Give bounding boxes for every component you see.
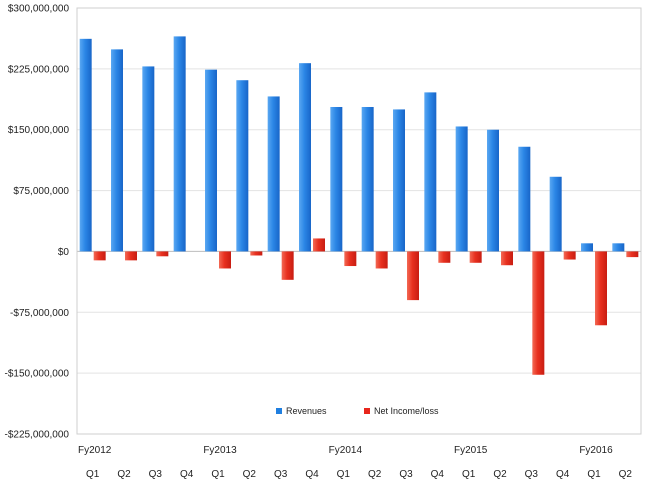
- net-income-bar: [125, 251, 137, 261]
- x-tick-label: Q1: [337, 469, 351, 480]
- revenue-bar: [205, 69, 217, 252]
- net-income-bar: [93, 251, 106, 261]
- y-tick-label: -$75,000,000: [10, 308, 69, 319]
- y-tick-label: $150,000,000: [8, 125, 70, 136]
- year-label: Fy2012: [78, 445, 112, 456]
- x-tick-label: Q3: [399, 469, 413, 480]
- y-tick-label: -$150,000,000: [4, 369, 69, 380]
- net-income-bar: [219, 251, 231, 269]
- revenue-bar: [330, 106, 343, 252]
- legend-revenues-label: Revenues: [286, 406, 327, 416]
- net-income-bar: [501, 251, 513, 266]
- net-income-bar: [281, 251, 294, 280]
- revenue-bar: [549, 176, 562, 252]
- legend: Revenues Net Income/loss: [276, 406, 439, 416]
- x-tick-label: Q2: [243, 469, 257, 480]
- net-income-bar: [156, 251, 169, 257]
- y-axis: $300,000,000 $225,000,000 $150,000,000 $75,…: [4, 4, 69, 441]
- x-tick-label: Q1: [462, 469, 476, 480]
- net-income-bar: [344, 251, 357, 267]
- x-tick-label: Q1: [587, 469, 601, 480]
- y-tick-label: $300,000,000: [8, 4, 70, 15]
- revenue-bar: [173, 36, 186, 252]
- x-tick-label: Q4: [556, 469, 570, 480]
- year-label: Fy2015: [454, 445, 488, 456]
- net-income-bar: [563, 251, 576, 260]
- x-axis: Q1 Q2 Q3 Q4 Q1 Q2 Q3 Q4 Q1 Q2 Q3 Q4 Q1 Q2 Q3 Q4 Q1 Q2 Fy20…: [78, 445, 632, 480]
- revenue-bar: [455, 126, 468, 252]
- revenue-bar: [518, 146, 531, 252]
- revenue-bar: [111, 49, 123, 252]
- revenue-bar: [79, 38, 92, 252]
- x-tick-label: Q4: [180, 469, 194, 480]
- x-tick-label: Q4: [431, 469, 445, 480]
- x-tick-label: Q2: [117, 469, 131, 480]
- x-tick-label: Q2: [493, 469, 507, 480]
- revenue-bar: [424, 92, 437, 252]
- plot-frame: [76, 7, 642, 435]
- net-income-bar: [313, 238, 325, 252]
- net-income-bar: [438, 251, 451, 263]
- x-tick-label: Q3: [525, 469, 539, 480]
- revenue-bar: [299, 63, 311, 252]
- y-tick-label: -$225,000,000: [4, 430, 69, 441]
- legend-net-income-swatch: [364, 408, 370, 414]
- y-tick-label: $225,000,000: [8, 64, 70, 75]
- net-income-bar: [407, 251, 419, 301]
- legend-revenues-swatch: [276, 408, 282, 414]
- x-tick-label: Q2: [368, 469, 382, 480]
- net-income-bar: [469, 251, 482, 263]
- revenue-bar: [361, 106, 374, 252]
- grid: [76, 7, 642, 435]
- revenue-bar: [393, 109, 405, 252]
- y-tick-label: $75,000,000: [13, 186, 69, 197]
- x-tick-label: Q2: [619, 469, 633, 480]
- x-tick-label: Q3: [274, 469, 288, 480]
- net-income-bar: [250, 251, 263, 256]
- year-label: Fy2013: [203, 445, 237, 456]
- y-tick-label: $0: [58, 247, 70, 258]
- net-income-bar: [595, 251, 607, 326]
- x-tick-label: Q3: [149, 469, 163, 480]
- net-income-bar: [626, 251, 639, 258]
- x-tick-label: Q4: [305, 469, 319, 480]
- net-income-bar: [375, 251, 388, 269]
- net-income-bar: [532, 251, 545, 375]
- x-tick-label: Q1: [86, 469, 100, 480]
- revenue-bar: [142, 66, 155, 252]
- bars: [79, 36, 639, 375]
- revenue-bar: [236, 80, 249, 252]
- legend-net-income-label: Net Income/loss: [374, 406, 439, 416]
- revenue-bar: [267, 96, 280, 252]
- revenue-bar: [581, 243, 593, 252]
- revenue-bar: [487, 129, 499, 252]
- year-label: Fy2014: [329, 445, 363, 456]
- revenue-bar: [612, 243, 625, 252]
- x-tick-label: Q1: [211, 469, 225, 480]
- year-label: Fy2016: [579, 445, 613, 456]
